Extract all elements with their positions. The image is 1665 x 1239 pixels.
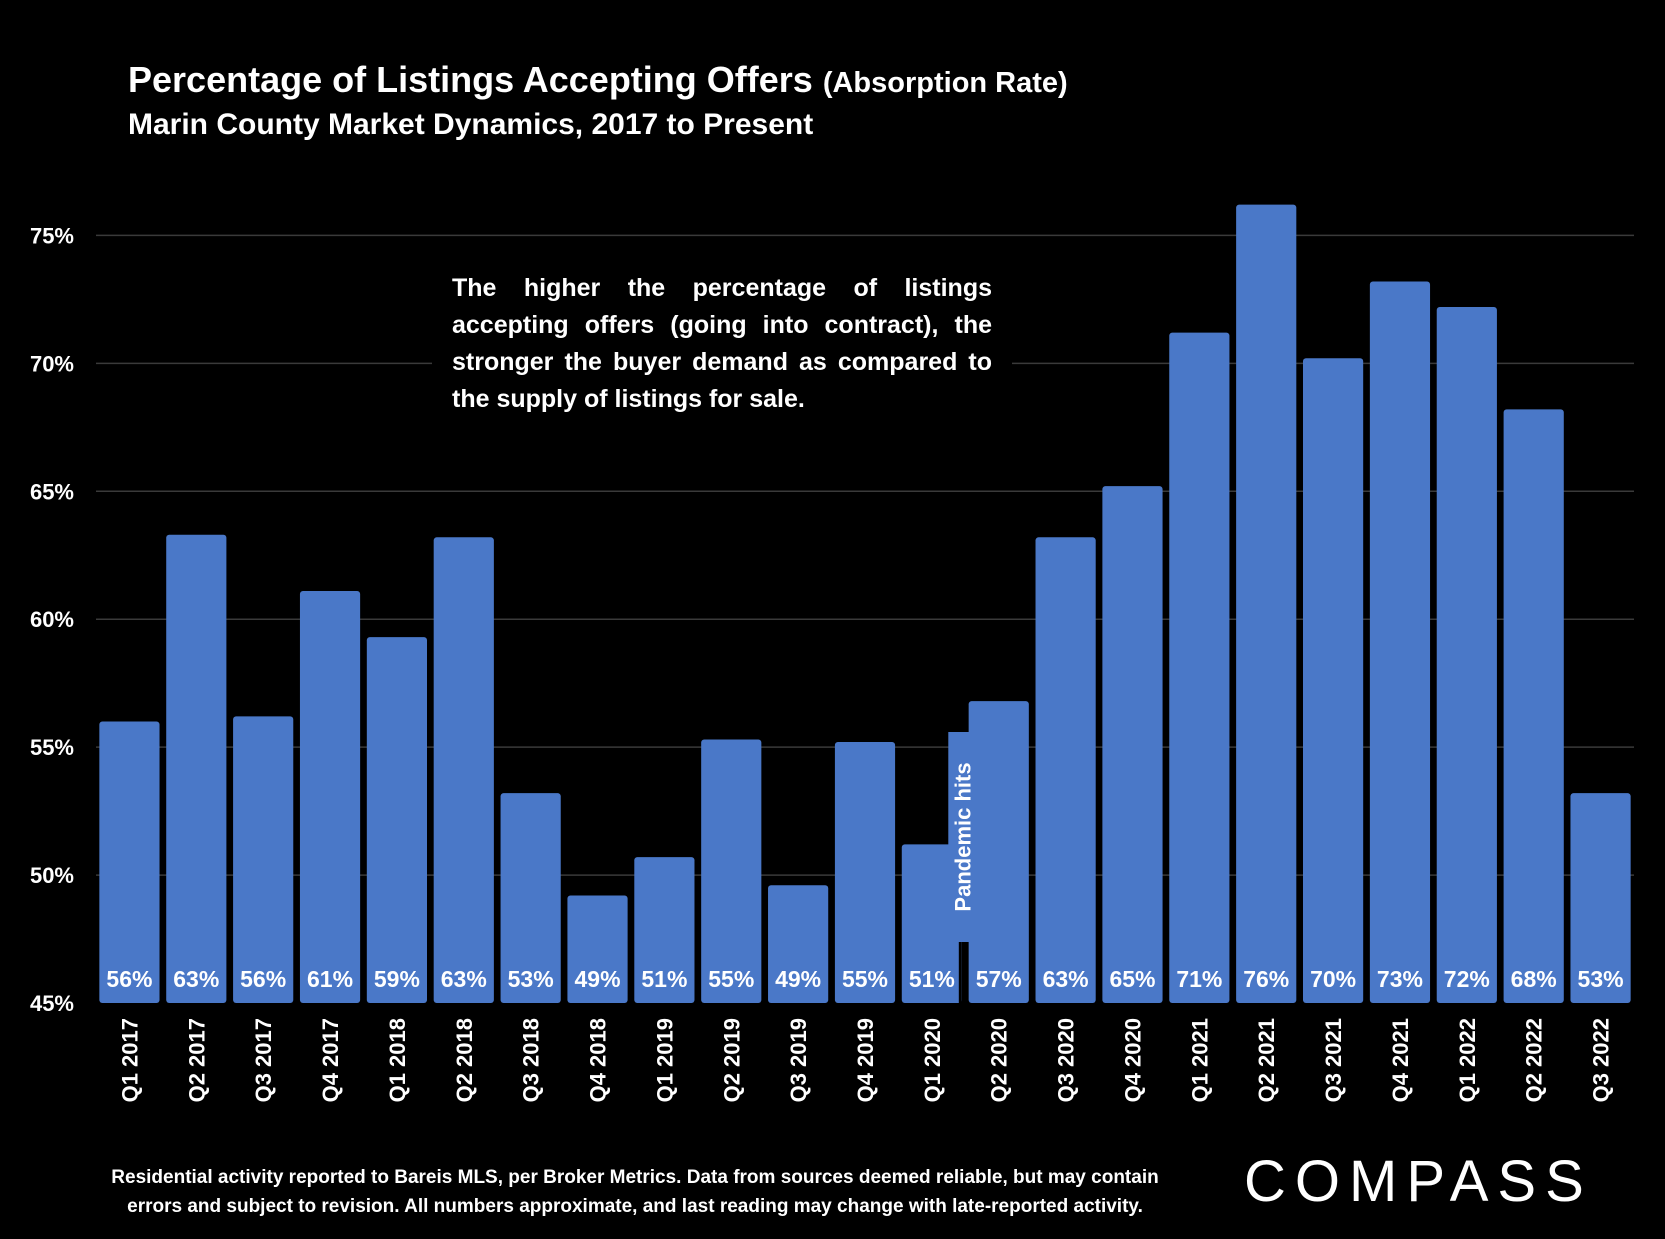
- bar: [1369, 281, 1431, 1003]
- data-label: 68%: [1511, 966, 1557, 992]
- x-tick-label: Q2 2018: [452, 1018, 477, 1102]
- data-label: 72%: [1444, 966, 1490, 992]
- data-label: 57%: [976, 966, 1022, 992]
- data-label: 49%: [775, 966, 821, 992]
- x-tick-label: Q2 2017: [184, 1018, 209, 1102]
- y-tick-label: 50%: [30, 863, 74, 888]
- event-marker-label: Pandemic hits: [950, 762, 975, 911]
- event-marker-box: [948, 732, 977, 942]
- bar: [1503, 409, 1564, 1003]
- data-label: 63%: [173, 966, 219, 992]
- y-tick-label: 45%: [30, 991, 74, 1016]
- x-tick-label: Q1 2022: [1455, 1018, 1480, 1102]
- data-labels: 56% 63% 56% 61% 59% 63% 53% 49% 51% 55% 49% 55% 51% 5…: [106, 966, 1623, 992]
- chart-title-paren: (Absorption Rate): [822, 67, 1068, 99]
- x-tick-label: Q3 2020: [1054, 1018, 1079, 1102]
- data-label: 56%: [240, 966, 286, 992]
- data-label: 65%: [1109, 966, 1155, 992]
- data-label: 63%: [441, 966, 487, 992]
- x-tick-label: Q2 2019: [719, 1018, 744, 1102]
- bar: [1236, 204, 1297, 1003]
- bar: [166, 534, 227, 1003]
- data-label: 55%: [708, 966, 754, 992]
- x-tick-label: Q3 2021: [1321, 1018, 1346, 1102]
- x-tick-label: Q3 2019: [786, 1018, 811, 1102]
- x-tick-label: Q1 2021: [1187, 1018, 1212, 1102]
- bar: [634, 857, 695, 1003]
- bar: [834, 742, 896, 1003]
- bar: [768, 885, 829, 1003]
- y-tick-label: 60%: [30, 607, 74, 632]
- data-label: 76%: [1243, 966, 1289, 992]
- x-axis-labels: Q1 2017 Q2 2017 Q3 2017 Q4 2017 Q1 2018 Q2 20…: [117, 1018, 1613, 1102]
- data-label: 53%: [1578, 966, 1624, 992]
- annotation-text: The higher the percentage of listings ac…: [432, 270, 1012, 418]
- bar: [1035, 537, 1096, 1003]
- bar: [1436, 307, 1497, 1003]
- data-label: 53%: [508, 966, 554, 992]
- event-marker: Pandemic hits: [948, 732, 977, 1003]
- x-tick-label: Q1 2019: [652, 1018, 677, 1102]
- chart-title: Percentage of Listings Accepting Offers …: [128, 59, 1068, 100]
- x-tick-label: Q4 2021: [1388, 1018, 1413, 1102]
- x-tick-label: Q1 2018: [385, 1018, 410, 1102]
- data-label: 51%: [909, 966, 955, 992]
- bar: [99, 721, 160, 1003]
- x-tick-label: Q2 2020: [987, 1018, 1012, 1102]
- data-label: 63%: [1043, 966, 1089, 992]
- y-tick-label: 70%: [30, 351, 74, 376]
- x-tick-label: Q4 2019: [853, 1018, 878, 1102]
- footer-line-1: Residential activity reported to Bareis …: [111, 1167, 1159, 1188]
- y-tick-label: 55%: [30, 735, 74, 760]
- x-tick-label: Q2 2022: [1522, 1018, 1547, 1102]
- x-tick-label: Q2 2021: [1254, 1018, 1279, 1102]
- data-label: 56%: [106, 966, 152, 992]
- x-tick-label: Q3 2017: [251, 1018, 276, 1102]
- data-label: 73%: [1377, 966, 1423, 992]
- x-tick-label: Q4 2017: [318, 1018, 343, 1102]
- bar: [701, 739, 762, 1003]
- compass-logo: COMPASS: [1244, 1149, 1593, 1214]
- bar: [433, 537, 494, 1003]
- bar: [1102, 486, 1163, 1004]
- bar: [1302, 358, 1364, 1003]
- bar: [1570, 793, 1631, 1003]
- data-label: 61%: [307, 966, 353, 992]
- x-tick-label: Q4 2018: [586, 1018, 611, 1102]
- x-tick-label: Q3 2022: [1589, 1018, 1614, 1102]
- data-label: 71%: [1176, 966, 1222, 992]
- footer-note: Residential activity reported to Bareis …: [40, 1163, 1230, 1221]
- bar: [901, 844, 962, 1003]
- data-label: 55%: [842, 966, 888, 992]
- bar: [500, 793, 561, 1003]
- chart-subtitle: Marin County Market Dynamics, 2017 to Pr…: [128, 108, 814, 141]
- data-label: 51%: [641, 966, 687, 992]
- data-label: 59%: [374, 966, 420, 992]
- bar: [299, 591, 361, 1003]
- bar: [233, 716, 294, 1003]
- bar: [968, 701, 1029, 1003]
- y-tick-label: 75%: [30, 223, 74, 248]
- data-label: 70%: [1310, 966, 1356, 992]
- footer-line-2: errors and subject to revision. All numb…: [127, 1196, 1143, 1217]
- x-tick-label: Q1 2020: [920, 1018, 945, 1102]
- title-block: Percentage of Listings Accepting Offers …: [128, 58, 1068, 145]
- y-axis-labels: 45% 50% 55% 60% 65% 70% 75%: [30, 223, 74, 1016]
- x-tick-label: Q3 2018: [519, 1018, 544, 1102]
- x-tick-label: Q1 2017: [117, 1018, 142, 1102]
- bar: [1169, 332, 1230, 1004]
- data-label: 49%: [574, 966, 620, 992]
- y-tick-label: 65%: [30, 479, 74, 504]
- bars: [99, 204, 1631, 1004]
- bar: [366, 637, 428, 1003]
- x-tick-label: Q4 2020: [1120, 1018, 1145, 1102]
- bar: [567, 895, 628, 1003]
